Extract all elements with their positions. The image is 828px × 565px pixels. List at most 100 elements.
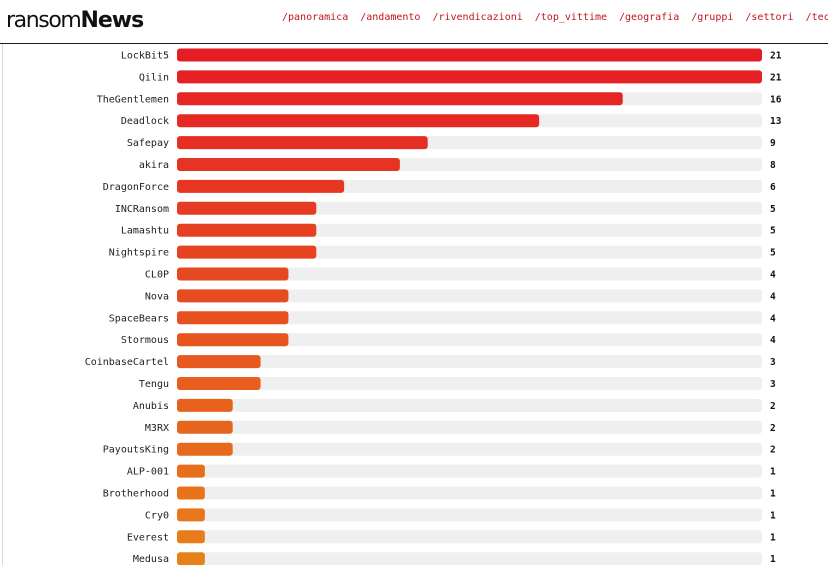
bar-row-deadlock: Deadlock 13 xyxy=(121,114,782,128)
value-label: 3 xyxy=(770,379,776,390)
bar-track xyxy=(177,552,762,565)
bar[interactable] xyxy=(177,333,289,347)
bar[interactable] xyxy=(177,508,205,522)
bar[interactable] xyxy=(177,136,428,150)
category-label: M3RX xyxy=(145,423,169,434)
bar[interactable] xyxy=(177,70,762,84)
value-label: 4 xyxy=(770,313,776,324)
bar[interactable] xyxy=(177,552,205,565)
nav-link-geografia[interactable]: /geografia xyxy=(619,12,680,23)
bar-row-cl0p: CL0P 4 xyxy=(145,267,776,281)
bar[interactable] xyxy=(177,48,762,62)
category-label: Qilin xyxy=(139,72,169,83)
value-label: 9 xyxy=(770,138,776,149)
category-label: TheGentlemen xyxy=(97,94,169,105)
bar[interactable] xyxy=(177,201,317,215)
bar-row-nova: Nova 4 xyxy=(145,289,776,303)
bar[interactable] xyxy=(177,289,289,303)
nav-link-top_vittime[interactable]: /top_vittime xyxy=(534,12,608,23)
bar[interactable] xyxy=(177,179,345,193)
bar-track xyxy=(177,420,762,434)
bar[interactable] xyxy=(177,223,317,237)
bar-row-thegentlemen: TheGentlemen 16 xyxy=(97,92,782,106)
value-label: 2 xyxy=(770,445,776,456)
value-label: 2 xyxy=(770,423,776,434)
bar-row-qilin: Qilin 21 xyxy=(139,70,782,84)
bar-track xyxy=(177,442,762,456)
site-logo[interactable]: ransom News xyxy=(6,8,144,34)
bar[interactable] xyxy=(177,420,233,434)
value-label: 5 xyxy=(770,204,776,215)
bar-track xyxy=(177,464,762,478)
bar[interactable] xyxy=(177,486,205,500)
nav-link-andamento[interactable]: /andamento xyxy=(360,12,421,23)
nav-link-tecniche[interactable]: /tecniche xyxy=(805,12,828,23)
category-label: SpaceBears xyxy=(109,313,169,324)
value-label: 21 xyxy=(770,72,782,83)
category-label: ALP-001 xyxy=(127,467,169,478)
nav-link-panoramica[interactable]: /panoramica xyxy=(282,12,349,23)
value-label: 1 xyxy=(770,489,776,500)
category-label: LockBit5 xyxy=(121,51,169,62)
bar[interactable] xyxy=(177,158,400,171)
bar-row-alp-001: ALP-001 1 xyxy=(127,464,776,478)
bar-row-brotherhood: Brotherhood 1 xyxy=(103,486,776,500)
bar-row-anubis: Anubis 2 xyxy=(133,398,776,412)
bar[interactable] xyxy=(177,530,205,544)
bar-row-medusa: Medusa 1 xyxy=(133,552,776,565)
bar-row-coinbasecartel: CoinbaseCartel 3 xyxy=(85,355,776,369)
value-label: 1 xyxy=(770,467,776,478)
bar-track xyxy=(177,267,762,281)
bar[interactable] xyxy=(177,464,205,478)
value-label: 6 xyxy=(770,182,776,193)
category-label: Lamashtu xyxy=(121,226,169,237)
bar-track xyxy=(177,201,762,215)
bar-track xyxy=(177,377,762,390)
category-label: CL0P xyxy=(145,270,169,281)
category-label: Stormous xyxy=(121,335,169,346)
category-label: Tengu xyxy=(139,379,169,390)
bar-track xyxy=(177,355,762,369)
bar-row-spacebears: SpaceBears 4 xyxy=(109,311,776,325)
value-label: 4 xyxy=(770,270,776,281)
bar[interactable] xyxy=(177,442,233,456)
bar-track xyxy=(177,486,762,500)
category-label: Anubis xyxy=(133,401,169,412)
bar-row-tengu: Tengu 3 xyxy=(139,377,776,390)
category-label: DragonForce xyxy=(103,182,169,193)
value-label: 8 xyxy=(770,160,776,171)
nav-link-settori[interactable]: /settori xyxy=(745,12,794,23)
bar[interactable] xyxy=(177,267,289,281)
bar-row-cry0: Cry0 1 xyxy=(145,508,776,522)
bar[interactable] xyxy=(177,114,540,128)
bar-track xyxy=(177,333,762,347)
bar[interactable] xyxy=(177,245,317,259)
value-label: 1 xyxy=(770,554,776,565)
category-label: CoinbaseCartel xyxy=(85,357,169,368)
bar[interactable] xyxy=(177,311,289,325)
category-label: INCRansom xyxy=(115,204,169,215)
value-label: 21 xyxy=(770,51,782,62)
main-nav: /panoramica/andamento/rivendicazioni/top… xyxy=(282,12,828,23)
bar[interactable] xyxy=(177,377,261,390)
bar-row-safepay: Safepay 9 xyxy=(127,136,776,150)
nav-link-rivendicazioni[interactable]: /rivendicazioni xyxy=(432,12,523,23)
bar[interactable] xyxy=(177,92,623,106)
bar-row-lockbit5: LockBit5 21 xyxy=(121,48,782,62)
bar[interactable] xyxy=(177,398,233,412)
category-label: Safepay xyxy=(127,138,169,149)
value-label: 5 xyxy=(770,226,776,237)
category-label: Everest xyxy=(127,532,169,543)
bar-track xyxy=(177,530,762,544)
nav-link-gruppi[interactable]: /gruppi xyxy=(691,12,734,23)
bar[interactable] xyxy=(177,355,261,369)
category-label: Medusa xyxy=(133,554,169,565)
page-left-border xyxy=(2,44,3,565)
value-label: 1 xyxy=(770,532,776,543)
bar-row-payoutsking: PayoutsKing 2 xyxy=(103,442,776,456)
value-label: 4 xyxy=(770,335,776,346)
category-label: Nova xyxy=(145,291,169,302)
bar-row-dragonforce: DragonForce 6 xyxy=(103,179,776,193)
bar-row-lamashtu: Lamashtu 5 xyxy=(121,223,776,237)
